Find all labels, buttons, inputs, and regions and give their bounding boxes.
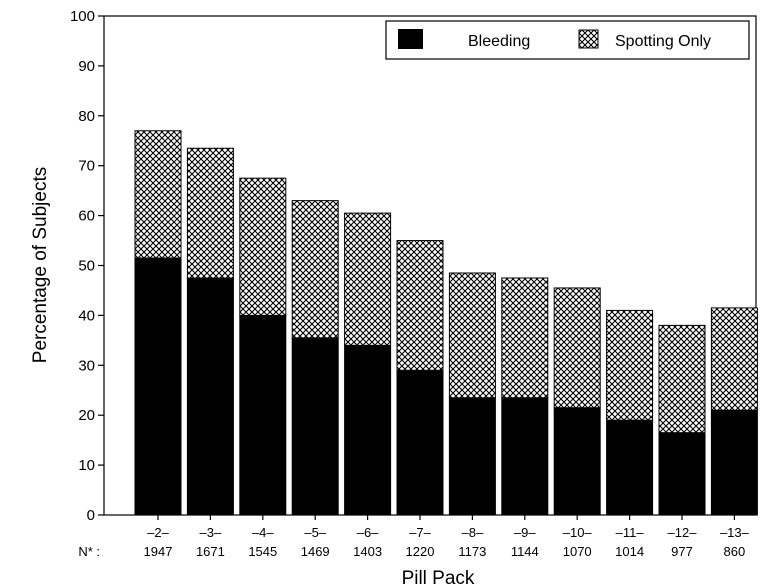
legend-swatch-bleeding (398, 29, 423, 49)
bar-spotting-only (396, 240, 444, 371)
y-tick-label: 80 (78, 108, 95, 125)
y-tick-label: 30 (78, 357, 95, 374)
y-tick-label: 10 (78, 457, 95, 474)
x-axis: –2– 1947 –3– 1671 –4– 1545 –5– 1469 –6– 1403 –7– 12… (78, 515, 750, 559)
bar-spotting-only (186, 147, 234, 279)
bar-spotting-only (448, 272, 496, 399)
y-tick-label: 40 (78, 307, 95, 324)
x-tick-label: –7– (409, 525, 431, 540)
bar-spotting-only (501, 277, 549, 399)
legend: Bleeding Spotting Only (385, 20, 750, 60)
bar-spotting-only (606, 309, 654, 421)
x-tick-label: –10– (563, 525, 593, 540)
bar-bleeding (344, 344, 392, 516)
n-value-label: 1671 (196, 544, 225, 559)
bar-spotting-only (658, 324, 706, 434)
bars (134, 130, 758, 516)
y-tick-label: 60 (78, 208, 95, 225)
y-axis: 0 10 20 30 40 50 60 70 80 90 100 (70, 8, 104, 524)
bar-spotting-only (710, 307, 758, 411)
bar-bleeding (553, 407, 601, 516)
n-value-label: 1220 (406, 544, 435, 559)
x-tick-label: –4– (252, 525, 274, 540)
y-tick-label: 0 (87, 507, 95, 524)
legend-box (385, 20, 750, 60)
y-tick-label: 90 (78, 58, 95, 75)
n-value-label: 1014 (615, 544, 644, 559)
n-value-label: 1144 (511, 544, 539, 559)
bar-spotting-only (291, 200, 339, 339)
bar-bleeding (239, 314, 287, 516)
y-tick-label: 20 (78, 407, 95, 424)
n-label: N* : (78, 544, 100, 559)
bar-spotting-only (239, 177, 287, 316)
n-value-label: 1469 (301, 544, 330, 559)
n-value-label: 1403 (353, 544, 382, 559)
x-tick-label: –9– (514, 525, 536, 540)
n-value-label: 1545 (248, 544, 277, 559)
bar-bleeding (606, 419, 654, 516)
n-value-label: 860 (724, 544, 746, 559)
bar-bleeding (291, 337, 339, 516)
x-tick-label: –8– (462, 525, 484, 540)
x-tick-label: –12– (668, 525, 698, 540)
bar-bleeding (448, 397, 496, 516)
x-tick-label: –13– (720, 525, 750, 540)
bar-bleeding (501, 397, 549, 516)
x-tick-label: –6– (357, 525, 379, 540)
bar-bleeding (658, 432, 706, 516)
bar-spotting-only (344, 212, 392, 346)
x-tick-label: –3– (200, 525, 222, 540)
y-axis-label: Percentage of Subjects (30, 167, 51, 363)
x-tick-label: –2– (147, 525, 169, 540)
x-tick-label: –11– (616, 525, 645, 540)
legend-label-bleeding: Bleeding (468, 33, 530, 50)
n-value-label: 1070 (563, 544, 592, 559)
legend-swatch-spotting (578, 29, 599, 49)
bar-bleeding (396, 369, 444, 516)
y-tick-label: 50 (78, 258, 95, 275)
n-value-label: 977 (671, 544, 693, 559)
y-tick-label: 100 (70, 8, 95, 25)
bar-bleeding (134, 257, 182, 516)
bar-spotting-only (134, 130, 182, 259)
bar-bleeding (710, 409, 758, 516)
legend-label-spotting: Spotting Only (615, 33, 711, 50)
y-tick-label: 70 (78, 158, 95, 175)
x-tick-label: –5– (304, 525, 326, 540)
bar-bleeding (186, 277, 234, 516)
bar-spotting-only (553, 287, 601, 409)
x-axis-label: Pill Pack (402, 568, 475, 588)
n-value-label: 1947 (144, 544, 173, 559)
n-value-label: 1173 (458, 544, 486, 559)
